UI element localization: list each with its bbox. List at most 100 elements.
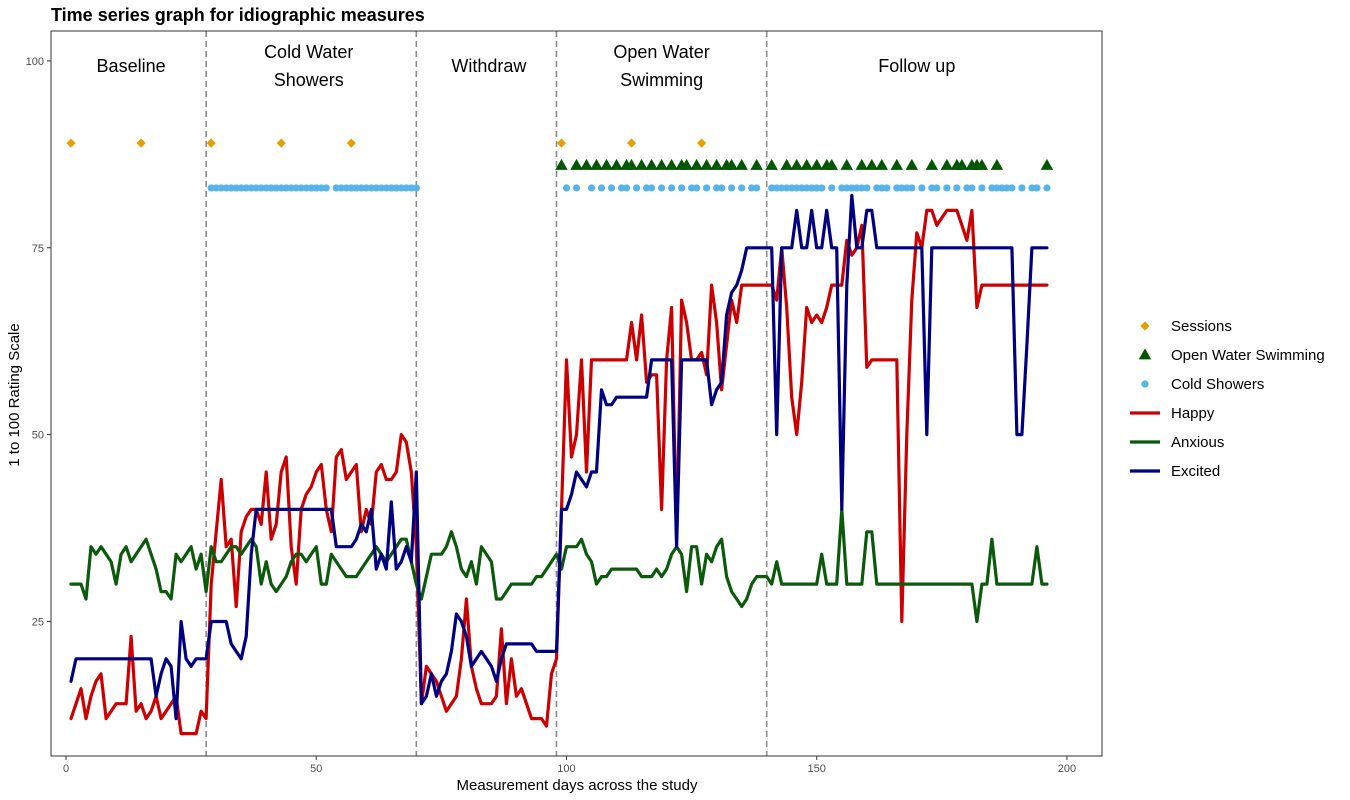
circle-point-96 bbox=[978, 184, 986, 192]
triangle-point-2 bbox=[570, 158, 583, 170]
circle-point-94 bbox=[963, 184, 971, 192]
circle-point-73 bbox=[813, 184, 821, 192]
circle-point-83 bbox=[878, 184, 886, 192]
diamond-point-3 bbox=[206, 138, 216, 148]
circle-point-2 bbox=[212, 184, 220, 192]
axes: 0 50 100 150 200 25 50 75 100 bbox=[26, 30, 1103, 775]
circle-point-67 bbox=[783, 184, 791, 192]
legend-label-open-water-swimming: Open Water Swimming bbox=[1171, 347, 1325, 364]
diamond-point-8 bbox=[697, 138, 707, 148]
y-tick-label-50: 50 bbox=[32, 430, 44, 442]
circle-point-95 bbox=[968, 184, 976, 192]
triangle-point-33 bbox=[890, 158, 904, 170]
circle-point-86 bbox=[898, 184, 906, 192]
circle-point-79 bbox=[853, 184, 861, 192]
circle-point-62 bbox=[748, 184, 756, 192]
circle-point-30 bbox=[357, 184, 365, 192]
circle-point-75 bbox=[828, 184, 836, 192]
markers-sessions bbox=[66, 138, 707, 148]
circle-point-64 bbox=[768, 184, 776, 192]
diamond-point-4 bbox=[276, 138, 286, 148]
legend-key-cold-showers bbox=[1141, 380, 1149, 388]
circle-point-41 bbox=[412, 184, 420, 192]
circle-point-53 bbox=[667, 184, 676, 192]
diamond-point-1 bbox=[66, 138, 76, 148]
diamond-point-6 bbox=[556, 138, 567, 148]
circle-point-102 bbox=[1018, 184, 1026, 192]
triangle-point-25 bbox=[800, 158, 813, 170]
circle-point-40 bbox=[407, 184, 415, 192]
circle-point-43 bbox=[572, 184, 581, 192]
circle-point-97 bbox=[988, 184, 996, 192]
circle-point-7 bbox=[237, 184, 245, 192]
circle-point-11 bbox=[257, 184, 265, 192]
triangle-point-12 bbox=[665, 158, 678, 170]
circle-point-29 bbox=[352, 184, 360, 192]
x-tick-label-50: 50 bbox=[310, 763, 322, 775]
circle-point-93 bbox=[953, 184, 961, 192]
circle-point-103 bbox=[1028, 184, 1036, 192]
circle-point-71 bbox=[803, 184, 811, 192]
legend-label-excited: Excited bbox=[1171, 463, 1220, 480]
circle-point-48 bbox=[622, 184, 631, 192]
circle-point-16 bbox=[282, 184, 290, 192]
circle-point-22 bbox=[312, 184, 320, 192]
triangle-point-32 bbox=[875, 158, 889, 170]
triangle-point-21 bbox=[750, 158, 763, 170]
circle-point-81 bbox=[863, 184, 871, 192]
circle-point-60 bbox=[728, 184, 736, 192]
circle-point-42 bbox=[562, 184, 571, 192]
chart-title: Time series graph for idiographic measur… bbox=[51, 5, 425, 25]
circle-point-52 bbox=[657, 184, 666, 192]
circle-point-77 bbox=[843, 184, 851, 192]
phase-label-1-1: Baseline bbox=[97, 56, 166, 76]
series-line-anxious bbox=[69, 507, 1049, 624]
circle-point-26 bbox=[337, 184, 345, 192]
circle-point-90 bbox=[928, 184, 936, 192]
circle-point-45 bbox=[597, 184, 606, 192]
triangle-point-11 bbox=[655, 158, 668, 170]
legend-key-open-water-swimming bbox=[1138, 348, 1152, 360]
x-axis-title: Measurement days across the study bbox=[457, 777, 698, 794]
circle-point-49 bbox=[632, 184, 641, 192]
circle-point-37 bbox=[392, 184, 400, 192]
diamond-point-2 bbox=[136, 138, 146, 148]
triangle-point-43 bbox=[1040, 158, 1054, 170]
triangle-point-38 bbox=[955, 158, 969, 170]
circle-point-70 bbox=[798, 184, 806, 192]
circle-point-50 bbox=[642, 184, 651, 192]
circle-point-54 bbox=[678, 184, 686, 192]
series-line-excited bbox=[69, 193, 1049, 721]
triangle-point-9 bbox=[635, 158, 648, 170]
markers-open-water-swimming bbox=[555, 158, 1054, 170]
circle-point-80 bbox=[858, 184, 866, 192]
circle-point-12 bbox=[262, 184, 270, 192]
circle-point-17 bbox=[287, 184, 295, 192]
x-tick-label-100: 100 bbox=[557, 763, 575, 775]
circle-point-46 bbox=[607, 184, 616, 192]
phase-label-4-2: Swimming bbox=[620, 70, 703, 90]
triangle-point-1 bbox=[555, 158, 568, 170]
x-tick-label-200: 200 bbox=[1058, 763, 1076, 775]
legend-label-happy: Happy bbox=[1171, 405, 1215, 422]
phase-label-3-1: Withdraw bbox=[451, 56, 527, 76]
circle-point-84 bbox=[883, 184, 891, 192]
circle-point-21 bbox=[307, 184, 315, 192]
circle-point-59 bbox=[718, 184, 726, 192]
circle-point-76 bbox=[838, 184, 846, 192]
panel-border bbox=[50, 30, 1103, 757]
triangle-point-5 bbox=[600, 158, 613, 170]
circle-point-88 bbox=[908, 184, 916, 192]
triangle-point-34 bbox=[905, 158, 919, 170]
plot-area: Baseline Cold Water Showers Withdraw Open Wa… bbox=[66, 31, 1054, 756]
circle-point-72 bbox=[808, 184, 816, 192]
triangle-point-31 bbox=[865, 158, 879, 170]
circle-point-5 bbox=[227, 184, 235, 192]
legend-label-anxious: Anxious bbox=[1171, 434, 1224, 451]
circle-point-25 bbox=[332, 184, 340, 192]
circle-point-91 bbox=[933, 184, 941, 192]
triangle-point-19 bbox=[725, 158, 738, 170]
triangle-point-20 bbox=[735, 158, 748, 170]
circle-point-19 bbox=[297, 184, 305, 192]
